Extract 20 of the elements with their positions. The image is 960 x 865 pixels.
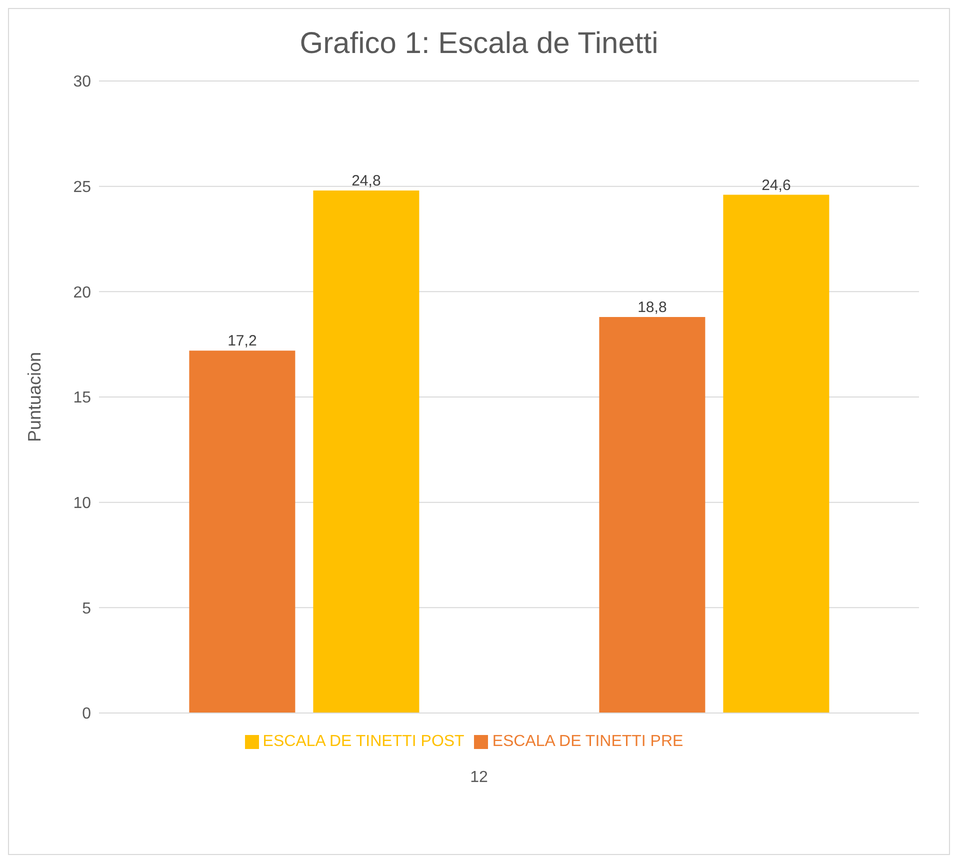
- legend-label: ESCALA DE TINETTI PRE: [492, 733, 684, 750]
- data-label: 18,8: [638, 298, 667, 316]
- bar: [723, 194, 830, 713]
- y-axis-title: Puntuacion: [24, 352, 44, 442]
- y-tick-label: 20: [73, 284, 92, 302]
- text: 12: [470, 769, 488, 786]
- bar: [599, 316, 706, 713]
- y-tick-label: 10: [73, 495, 92, 512]
- y-tick-label: 30: [73, 74, 92, 91]
- data-label: 24,6: [762, 176, 791, 194]
- bar: [189, 350, 296, 713]
- y-tick-label: 15: [73, 390, 92, 407]
- y-tick-label: 5: [82, 600, 92, 618]
- chart-title: Grafico 1: Escala de Tinetti: [298, 27, 660, 61]
- y-tick-label: 0: [82, 706, 92, 723]
- data-label: 17,2: [228, 332, 257, 350]
- legend-label: ESCALA DE TINETTI POST: [262, 733, 464, 750]
- data-label: 24,8: [352, 172, 381, 190]
- y-tick-label: 25: [73, 179, 92, 196]
- bar: [313, 190, 420, 713]
